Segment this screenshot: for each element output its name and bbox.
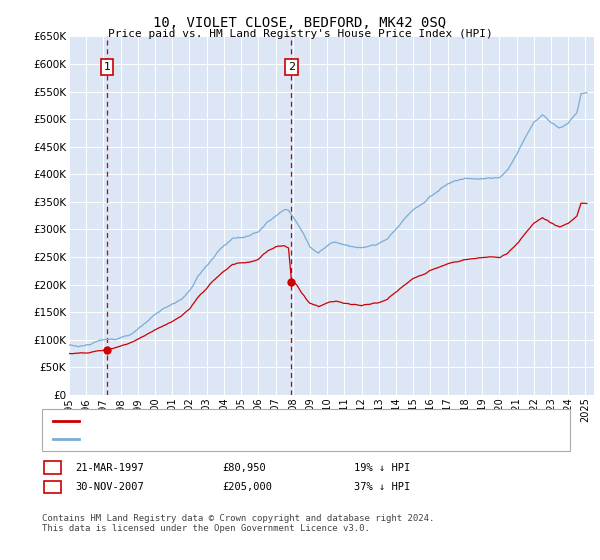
Text: 10, VIOLET CLOSE, BEDFORD, MK42 0SQ (detached house): 10, VIOLET CLOSE, BEDFORD, MK42 0SQ (det…: [85, 416, 410, 426]
Text: 30-NOV-2007: 30-NOV-2007: [75, 482, 144, 492]
Text: Price paid vs. HM Land Registry's House Price Index (HPI): Price paid vs. HM Land Registry's House …: [107, 29, 493, 39]
Text: 2: 2: [288, 62, 295, 72]
Text: 1: 1: [104, 62, 111, 72]
Text: 37% ↓ HPI: 37% ↓ HPI: [354, 482, 410, 492]
Text: 10, VIOLET CLOSE, BEDFORD, MK42 0SQ: 10, VIOLET CLOSE, BEDFORD, MK42 0SQ: [154, 16, 446, 30]
Text: 19% ↓ HPI: 19% ↓ HPI: [354, 463, 410, 473]
Text: 1: 1: [49, 463, 56, 473]
Text: HPI: Average price, detached house, Bedford: HPI: Average price, detached house, Bedf…: [85, 434, 354, 444]
Text: 2: 2: [49, 482, 56, 492]
Text: £80,950: £80,950: [222, 463, 266, 473]
Text: £205,000: £205,000: [222, 482, 272, 492]
Text: 21-MAR-1997: 21-MAR-1997: [75, 463, 144, 473]
Text: Contains HM Land Registry data © Crown copyright and database right 2024.
This d: Contains HM Land Registry data © Crown c…: [42, 514, 434, 534]
